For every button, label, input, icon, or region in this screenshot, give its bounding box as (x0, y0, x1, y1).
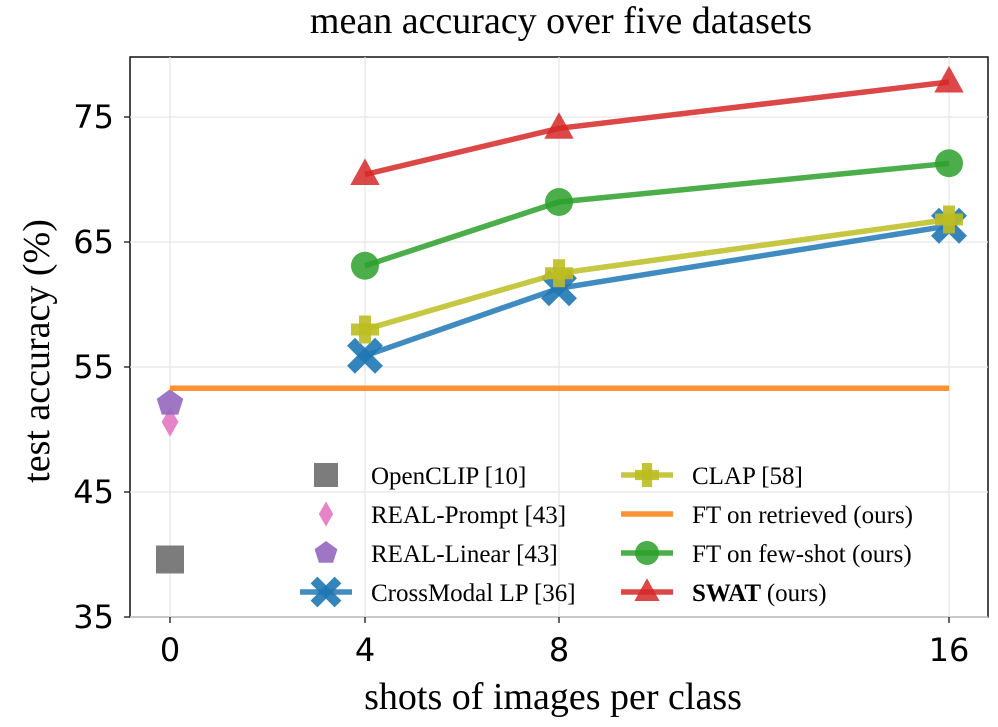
y-axis-label: test accuracy (%) (16, 219, 58, 483)
data-point (314, 463, 338, 487)
series (351, 205, 963, 344)
data-point (347, 337, 383, 374)
series (156, 389, 184, 415)
data-point (545, 188, 573, 216)
legend-label: REAL-Linear [43] (371, 541, 558, 568)
series-group (156, 65, 967, 574)
legend-entry: CLAP [58] (621, 463, 803, 490)
series-line (364, 223, 950, 359)
x-tick-label: 16 (929, 631, 970, 669)
chart-title: mean accuracy over five datasets (310, 0, 812, 42)
legend: OpenCLIP [10] REAL-Prompt [43] REAL-Linear… (300, 463, 913, 608)
legend-label: CrossModal LP [36] (371, 580, 576, 607)
series (347, 207, 967, 374)
y-tick-label: 45 (73, 473, 114, 511)
data-point (545, 259, 573, 288)
y-tick-label: 55 (73, 348, 114, 386)
x-tick-label: 8 (549, 631, 569, 669)
data-point (161, 407, 179, 437)
legend-label: FT on retrieved (ours) (692, 502, 913, 529)
series-line (364, 160, 950, 269)
series (350, 65, 964, 185)
axis-ticks: 0 4 8 16 35 45 55 65 75 (73, 98, 969, 669)
y-tick-label: 65 (73, 223, 114, 261)
legend-entry: FT on retrieved (ours) (621, 502, 913, 529)
data-point (310, 576, 342, 608)
data-point (318, 501, 334, 527)
grid (130, 57, 988, 618)
data-point (634, 578, 660, 601)
legend-entry: REAL-Prompt [43] (318, 501, 566, 529)
x-tick-label: 0 (160, 631, 180, 669)
data-point (314, 541, 338, 563)
data-point (351, 251, 379, 280)
data-point (350, 158, 380, 185)
data-point (635, 541, 659, 565)
legend-entry: OpenCLIP [10] (314, 463, 526, 490)
series-line (364, 79, 950, 178)
x-tick-label: 4 (355, 631, 375, 669)
legend-label: FT on few-shot (ours) (692, 541, 912, 568)
legend-entry: FT on few-shot (ours) (621, 541, 912, 568)
data-point (934, 65, 964, 93)
data-point (156, 545, 184, 574)
data-point (935, 149, 963, 178)
data-point (156, 389, 184, 415)
legend-entry: SWAT (ours) (621, 578, 827, 607)
series (351, 149, 963, 280)
legend-label: OpenCLIP [10] (371, 463, 526, 490)
y-tick-label: 75 (73, 98, 114, 136)
data-point (935, 205, 963, 234)
legend-label: SWAT (ours) (692, 580, 827, 607)
x-axis-label: shots of images per class (364, 676, 742, 718)
legend-label: REAL-Prompt [43] (371, 502, 566, 529)
y-tick-label: 35 (73, 598, 114, 636)
series (156, 545, 184, 574)
data-point (351, 315, 379, 344)
series (161, 407, 179, 437)
legend-entry: CrossModal LP [36] (300, 576, 576, 608)
legend-label: CLAP [58] (692, 463, 803, 490)
legend-entry: REAL-Linear [43] (314, 541, 558, 568)
data-point (635, 463, 659, 487)
data-point (544, 112, 574, 139)
